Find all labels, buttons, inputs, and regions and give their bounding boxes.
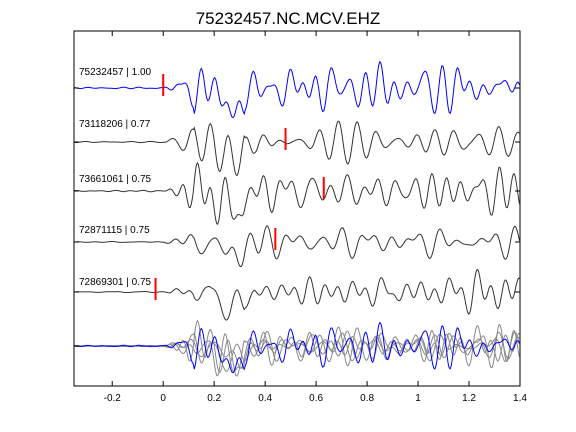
stack-trace-75232457 — [73, 321, 520, 374]
x-tick-label: -0.2 — [104, 393, 122, 404]
trace-72869301 — [73, 268, 520, 321]
chart-title: 75232457.NC.MCV.EHZ — [196, 9, 381, 28]
x-tick-label: 0.6 — [309, 393, 323, 404]
trace-label: 75232457 | 1.00 — [79, 67, 152, 78]
trace-73661061 — [73, 161, 520, 225]
trace-72871115 — [74, 225, 520, 267]
plot-frame — [73, 30, 521, 387]
x-tick-label: 1.4 — [513, 393, 527, 404]
stacked-traces — [73, 319, 520, 377]
trace-73118206 — [73, 120, 520, 177]
trace-label: 73661061 | 0.75 — [79, 174, 152, 185]
x-tick-label: 0.8 — [360, 393, 374, 404]
x-tick-label: 1.2 — [462, 393, 476, 404]
trace-label: 72871115 | 0.75 — [79, 225, 150, 236]
traces-group — [73, 60, 520, 321]
x-axis: -0.2 0 0.2 0.4 0.6 0.8 1 1.2 1.4 — [104, 31, 527, 404]
x-tick-label: 1 — [415, 393, 421, 404]
trace-75232457 — [73, 60, 520, 119]
trace-labels: 75232457 | 1.00 73118206 | 0.77 73661061… — [79, 67, 152, 288]
trace-label: 73118206 | 0.77 — [79, 119, 151, 130]
x-tick-label: 0.4 — [258, 393, 272, 404]
trace-label: 72869301 | 0.75 — [79, 277, 152, 288]
x-tick-label: 0.2 — [207, 393, 221, 404]
pick-markers — [154, 74, 325, 300]
x-tick-label: 0 — [160, 393, 166, 404]
